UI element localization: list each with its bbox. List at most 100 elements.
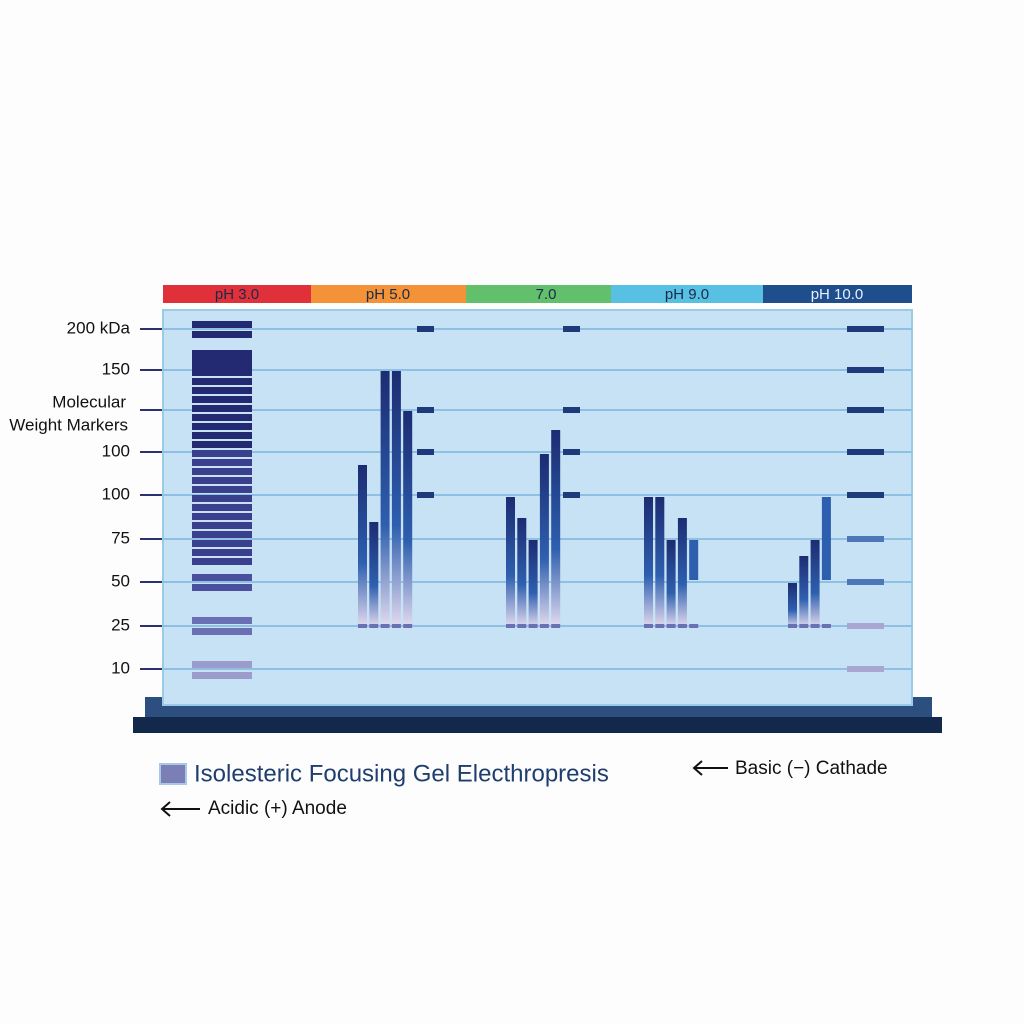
protein-foot [655, 624, 665, 628]
marker-band [847, 449, 884, 455]
arrow [160, 801, 200, 817]
protein-band [369, 522, 379, 628]
dash [417, 492, 434, 498]
ladder-band [192, 504, 252, 511]
mw-label: 50 [111, 571, 130, 590]
protein-foot [788, 624, 797, 628]
ph-segment [163, 285, 311, 303]
protein-band [655, 497, 665, 628]
protein-foot [539, 624, 549, 628]
protein-foot [391, 624, 401, 628]
ladder-band [192, 396, 252, 403]
ladder-band [192, 549, 252, 556]
ph-segment [611, 285, 763, 303]
protein-band [506, 497, 515, 628]
marker-band [847, 666, 884, 672]
marker-band [847, 623, 884, 629]
mw-label: 75 [111, 528, 130, 547]
protein-foot [506, 624, 515, 628]
marker-band [847, 367, 884, 373]
legend-title: Isolesteric Focusing Gel Electhropresis [194, 760, 609, 787]
protein-foot [380, 624, 390, 628]
ladder-band [192, 350, 252, 370]
protein-band [666, 540, 676, 628]
protein-foot [666, 624, 676, 628]
ladder-band [192, 540, 252, 547]
marker-band [847, 492, 884, 498]
protein-foot [810, 624, 820, 628]
ladder-band [192, 513, 252, 520]
ph-segment [466, 285, 611, 303]
protein-band [810, 540, 820, 628]
protein-band [788, 583, 797, 628]
dash [563, 326, 580, 332]
protein-band [821, 497, 831, 580]
arrow [692, 760, 728, 776]
ladder-band [192, 405, 252, 412]
ladder-band [192, 558, 252, 565]
ph-segment [311, 285, 466, 303]
protein-band [380, 371, 390, 628]
ladder-band [192, 486, 252, 493]
protein-foot [689, 624, 699, 628]
mw-label: 25 [111, 615, 130, 634]
dash [417, 326, 434, 332]
protein-band [799, 556, 809, 628]
dash [563, 407, 580, 413]
ladder-band [192, 459, 252, 466]
protein-band [677, 518, 687, 628]
protein-band [517, 518, 527, 628]
ladder-band [192, 672, 252, 679]
gel [162, 309, 913, 706]
mw-label: 200 kDa [67, 318, 131, 337]
ladder-band [192, 468, 252, 475]
anode-label: Acidic (+) Anode [208, 798, 347, 819]
marker-band [847, 407, 884, 413]
marker-band [847, 579, 884, 585]
protein-band [539, 454, 549, 628]
gel-base [133, 717, 942, 733]
protein-foot [799, 624, 809, 628]
ladder-band [192, 522, 252, 529]
protein-band [528, 540, 538, 628]
protein-band [644, 497, 653, 628]
ph-label: 7.0 [536, 286, 557, 303]
ladder-band [192, 661, 252, 668]
protein-foot [517, 624, 527, 628]
legend-swatch [159, 763, 187, 785]
ladder-band [192, 432, 252, 439]
mw-label: 100 [102, 484, 130, 503]
dash [417, 407, 434, 413]
protein-foot [677, 624, 687, 628]
ladder-band [192, 441, 252, 448]
protein-foot [528, 624, 538, 628]
mw-title: Molecular [52, 392, 126, 411]
lanes [163, 321, 912, 679]
ph-segment [763, 285, 912, 303]
mw-label: 10 [111, 658, 130, 677]
dash [417, 449, 434, 455]
ladder-band [192, 531, 252, 538]
ladder-band [192, 331, 252, 338]
ph-label: pH 9.0 [665, 286, 709, 303]
ladder-band [192, 574, 252, 581]
ladder-band [192, 584, 252, 591]
dash [563, 449, 580, 455]
ph-label: pH 3.0 [215, 286, 259, 303]
protein-band [551, 430, 561, 628]
protein-foot [551, 624, 561, 628]
ladder-band [192, 423, 252, 430]
marker-band [847, 326, 884, 332]
ph-label: pH 5.0 [366, 286, 410, 303]
protein-foot [403, 624, 413, 628]
ladder-band [192, 477, 252, 484]
ladder-band [192, 450, 252, 457]
protein-foot [644, 624, 653, 628]
protein-band [689, 540, 699, 580]
protein-foot [821, 624, 831, 628]
dash [563, 492, 580, 498]
marker-band [847, 536, 884, 542]
ladder-band [192, 628, 252, 635]
mw-label: 150 [102, 359, 130, 378]
